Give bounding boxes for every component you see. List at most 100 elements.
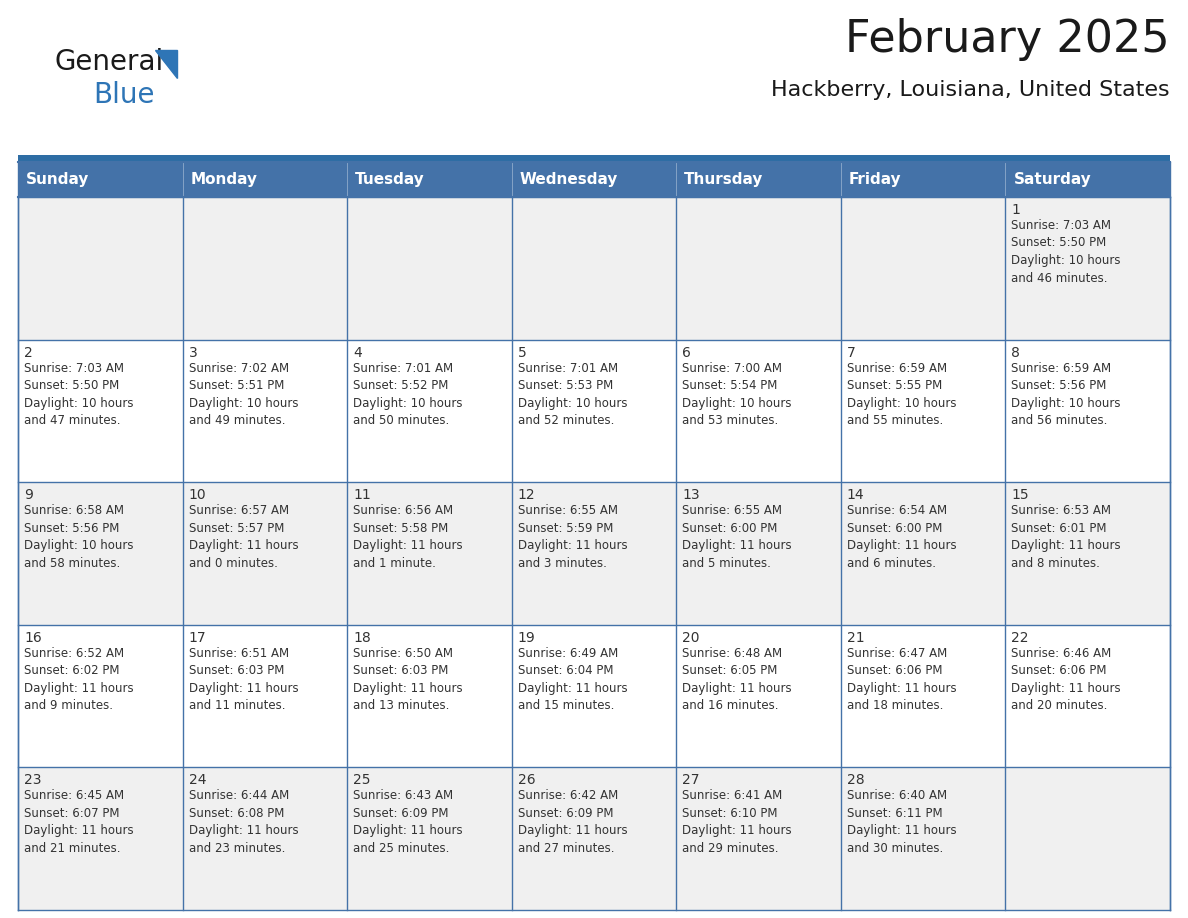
Text: Sunrise: 7:01 AM
Sunset: 5:53 PM
Daylight: 10 hours
and 52 minutes.: Sunrise: 7:01 AM Sunset: 5:53 PM Dayligh… (518, 362, 627, 427)
Text: 7: 7 (847, 345, 855, 360)
Bar (18, 162, 183, 197)
Bar (183, 197, 347, 340)
Text: Sunrise: 6:52 AM
Sunset: 6:02 PM
Daylight: 11 hours
and 9 minutes.: Sunrise: 6:52 AM Sunset: 6:02 PM Dayligh… (24, 647, 133, 712)
Text: 15: 15 (1011, 488, 1029, 502)
Text: February 2025: February 2025 (846, 18, 1170, 61)
Text: 12: 12 (518, 488, 536, 502)
Text: Sunrise: 6:54 AM
Sunset: 6:00 PM
Daylight: 11 hours
and 6 minutes.: Sunrise: 6:54 AM Sunset: 6:00 PM Dayligh… (847, 504, 956, 570)
Bar (512, 625, 676, 767)
Bar (841, 340, 1005, 482)
Text: Sunrise: 6:55 AM
Sunset: 5:59 PM
Daylight: 11 hours
and 3 minutes.: Sunrise: 6:55 AM Sunset: 5:59 PM Dayligh… (518, 504, 627, 570)
Text: Sunrise: 6:55 AM
Sunset: 6:00 PM
Daylight: 11 hours
and 5 minutes.: Sunrise: 6:55 AM Sunset: 6:00 PM Dayligh… (682, 504, 792, 570)
Text: Sunrise: 6:51 AM
Sunset: 6:03 PM
Daylight: 11 hours
and 11 minutes.: Sunrise: 6:51 AM Sunset: 6:03 PM Dayligh… (189, 647, 298, 712)
Text: Sunrise: 6:43 AM
Sunset: 6:09 PM
Daylight: 11 hours
and 25 minutes.: Sunrise: 6:43 AM Sunset: 6:09 PM Dayligh… (353, 789, 463, 855)
Text: 13: 13 (682, 488, 700, 502)
Bar (676, 625, 841, 767)
Bar (347, 340, 512, 482)
Text: 10: 10 (189, 488, 207, 502)
Text: 22: 22 (1011, 631, 1029, 644)
Text: Sunrise: 6:45 AM
Sunset: 6:07 PM
Daylight: 11 hours
and 21 minutes.: Sunrise: 6:45 AM Sunset: 6:07 PM Dayligh… (24, 789, 133, 855)
Text: Saturday: Saturday (1013, 172, 1092, 187)
Text: Sunrise: 6:46 AM
Sunset: 6:06 PM
Daylight: 11 hours
and 20 minutes.: Sunrise: 6:46 AM Sunset: 6:06 PM Dayligh… (1011, 647, 1121, 712)
Text: 16: 16 (24, 631, 42, 644)
Text: Sunrise: 6:48 AM
Sunset: 6:05 PM
Daylight: 11 hours
and 16 minutes.: Sunrise: 6:48 AM Sunset: 6:05 PM Dayligh… (682, 647, 792, 712)
Text: Sunrise: 7:03 AM
Sunset: 5:50 PM
Daylight: 10 hours
and 46 minutes.: Sunrise: 7:03 AM Sunset: 5:50 PM Dayligh… (1011, 219, 1121, 285)
Bar (676, 197, 841, 340)
Text: 26: 26 (518, 773, 536, 788)
Bar (841, 767, 1005, 910)
Bar (1005, 625, 1170, 767)
Text: Sunday: Sunday (26, 172, 89, 187)
Bar (347, 482, 512, 625)
Bar (18, 767, 183, 910)
Bar (183, 767, 347, 910)
Text: Sunrise: 6:50 AM
Sunset: 6:03 PM
Daylight: 11 hours
and 13 minutes.: Sunrise: 6:50 AM Sunset: 6:03 PM Dayligh… (353, 647, 463, 712)
Text: Sunrise: 6:49 AM
Sunset: 6:04 PM
Daylight: 11 hours
and 15 minutes.: Sunrise: 6:49 AM Sunset: 6:04 PM Dayligh… (518, 647, 627, 712)
Text: Sunrise: 7:00 AM
Sunset: 5:54 PM
Daylight: 10 hours
and 53 minutes.: Sunrise: 7:00 AM Sunset: 5:54 PM Dayligh… (682, 362, 791, 427)
Text: Sunrise: 6:42 AM
Sunset: 6:09 PM
Daylight: 11 hours
and 27 minutes.: Sunrise: 6:42 AM Sunset: 6:09 PM Dayligh… (518, 789, 627, 855)
Text: 11: 11 (353, 488, 371, 502)
Text: Monday: Monday (190, 172, 258, 187)
Text: 24: 24 (189, 773, 206, 788)
Text: Sunrise: 6:47 AM
Sunset: 6:06 PM
Daylight: 11 hours
and 18 minutes.: Sunrise: 6:47 AM Sunset: 6:06 PM Dayligh… (847, 647, 956, 712)
Bar (512, 162, 676, 197)
Bar (18, 197, 183, 340)
Bar (841, 625, 1005, 767)
Text: Sunrise: 7:03 AM
Sunset: 5:50 PM
Daylight: 10 hours
and 47 minutes.: Sunrise: 7:03 AM Sunset: 5:50 PM Dayligh… (24, 362, 133, 427)
Text: 28: 28 (847, 773, 865, 788)
Bar (512, 340, 676, 482)
Bar (183, 340, 347, 482)
Text: Sunrise: 6:56 AM
Sunset: 5:58 PM
Daylight: 11 hours
and 1 minute.: Sunrise: 6:56 AM Sunset: 5:58 PM Dayligh… (353, 504, 463, 570)
Bar (1005, 767, 1170, 910)
Bar (512, 482, 676, 625)
Bar (183, 482, 347, 625)
Bar (1005, 162, 1170, 197)
Text: 25: 25 (353, 773, 371, 788)
Text: 1: 1 (1011, 203, 1020, 217)
Text: Sunrise: 6:58 AM
Sunset: 5:56 PM
Daylight: 10 hours
and 58 minutes.: Sunrise: 6:58 AM Sunset: 5:56 PM Dayligh… (24, 504, 133, 570)
Text: Sunrise: 6:59 AM
Sunset: 5:55 PM
Daylight: 10 hours
and 55 minutes.: Sunrise: 6:59 AM Sunset: 5:55 PM Dayligh… (847, 362, 956, 427)
Text: 21: 21 (847, 631, 865, 644)
Text: Sunrise: 6:53 AM
Sunset: 6:01 PM
Daylight: 11 hours
and 8 minutes.: Sunrise: 6:53 AM Sunset: 6:01 PM Dayligh… (1011, 504, 1121, 570)
Text: Sunrise: 6:57 AM
Sunset: 5:57 PM
Daylight: 11 hours
and 0 minutes.: Sunrise: 6:57 AM Sunset: 5:57 PM Dayligh… (189, 504, 298, 570)
Polygon shape (154, 50, 177, 78)
Text: 8: 8 (1011, 345, 1020, 360)
Bar (18, 625, 183, 767)
Text: 27: 27 (682, 773, 700, 788)
Text: 3: 3 (189, 345, 197, 360)
Text: Friday: Friday (849, 172, 902, 187)
Bar (1005, 197, 1170, 340)
Bar (347, 162, 512, 197)
Text: Tuesday: Tuesday (355, 172, 425, 187)
Text: 4: 4 (353, 345, 362, 360)
Bar (347, 625, 512, 767)
Text: Sunrise: 6:59 AM
Sunset: 5:56 PM
Daylight: 10 hours
and 56 minutes.: Sunrise: 6:59 AM Sunset: 5:56 PM Dayligh… (1011, 362, 1121, 427)
Bar (841, 162, 1005, 197)
Bar (1005, 340, 1170, 482)
Bar (676, 767, 841, 910)
Text: Thursday: Thursday (684, 172, 764, 187)
Text: 17: 17 (189, 631, 207, 644)
Text: Blue: Blue (93, 81, 154, 109)
Bar (676, 162, 841, 197)
Text: Sunrise: 6:44 AM
Sunset: 6:08 PM
Daylight: 11 hours
and 23 minutes.: Sunrise: 6:44 AM Sunset: 6:08 PM Dayligh… (189, 789, 298, 855)
Bar (18, 482, 183, 625)
Bar (676, 482, 841, 625)
Bar (512, 767, 676, 910)
Bar (841, 197, 1005, 340)
Text: 2: 2 (24, 345, 33, 360)
Bar (18, 155, 1170, 162)
Bar (512, 197, 676, 340)
Text: General: General (55, 48, 164, 76)
Bar (183, 625, 347, 767)
Bar (18, 340, 183, 482)
Text: 18: 18 (353, 631, 371, 644)
Bar (1005, 482, 1170, 625)
Bar (841, 482, 1005, 625)
Text: Hackberry, Louisiana, United States: Hackberry, Louisiana, United States (771, 80, 1170, 100)
Text: 20: 20 (682, 631, 700, 644)
Text: Sunrise: 7:01 AM
Sunset: 5:52 PM
Daylight: 10 hours
and 50 minutes.: Sunrise: 7:01 AM Sunset: 5:52 PM Dayligh… (353, 362, 462, 427)
Text: Sunrise: 6:41 AM
Sunset: 6:10 PM
Daylight: 11 hours
and 29 minutes.: Sunrise: 6:41 AM Sunset: 6:10 PM Dayligh… (682, 789, 792, 855)
Bar (347, 197, 512, 340)
Bar (676, 340, 841, 482)
